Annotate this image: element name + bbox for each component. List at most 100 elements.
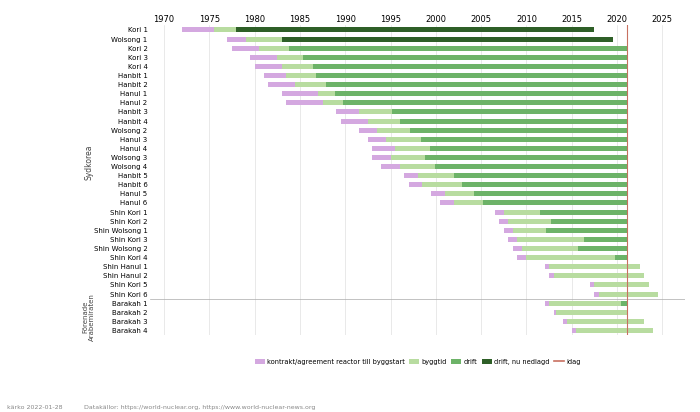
Text: Förenade
Arabemiraten: Förenade Arabemiraten (83, 293, 95, 341)
Bar (554, 273, 644, 279)
Bar (421, 137, 626, 142)
Bar (599, 292, 658, 297)
Bar (499, 219, 508, 224)
Bar (400, 119, 626, 124)
Bar (323, 100, 344, 105)
Bar (277, 55, 302, 60)
Bar (594, 282, 649, 288)
Bar (316, 73, 626, 78)
Bar (517, 255, 526, 260)
Bar (282, 37, 613, 42)
Bar (504, 228, 513, 233)
Bar (454, 173, 626, 178)
Bar (508, 219, 551, 224)
Bar (522, 246, 578, 251)
Bar (554, 310, 556, 315)
Bar (368, 119, 400, 124)
Bar (431, 191, 445, 197)
Bar (250, 55, 277, 60)
Bar (282, 64, 313, 69)
Bar (549, 264, 640, 269)
Bar (454, 201, 483, 206)
Bar (268, 82, 295, 87)
Text: kärko 2022-01-28: kärko 2022-01-28 (7, 405, 62, 410)
Bar (341, 119, 368, 124)
Bar (572, 328, 576, 333)
Bar (302, 55, 626, 60)
Bar (391, 155, 425, 160)
Bar (504, 210, 540, 215)
Bar (214, 28, 237, 33)
Bar (584, 237, 626, 242)
Bar (286, 100, 323, 105)
Bar (549, 273, 554, 279)
Bar (513, 228, 547, 233)
Bar (368, 137, 386, 142)
Bar (336, 110, 359, 115)
Bar (547, 228, 626, 233)
Bar (392, 110, 626, 115)
Bar (286, 73, 316, 78)
Bar (590, 282, 594, 288)
Bar (264, 73, 286, 78)
Bar (372, 155, 391, 160)
Bar (422, 182, 462, 187)
Bar (259, 46, 289, 51)
Bar (526, 255, 615, 260)
Bar (409, 182, 422, 187)
Bar (556, 310, 626, 315)
Bar (594, 292, 599, 297)
Bar (576, 328, 653, 333)
Bar (440, 201, 454, 206)
Bar (545, 301, 549, 306)
Bar (540, 210, 626, 215)
Bar (182, 28, 214, 33)
Bar (344, 100, 626, 105)
Bar (313, 64, 626, 69)
Bar (335, 91, 626, 96)
Bar (246, 37, 282, 42)
Bar (462, 182, 626, 187)
Bar (483, 201, 626, 206)
Bar (400, 164, 435, 169)
Bar (289, 46, 626, 51)
Text: Sydkorea: Sydkorea (85, 144, 93, 180)
Bar (495, 210, 504, 215)
Bar (237, 28, 594, 33)
Bar (410, 128, 626, 133)
Bar (517, 237, 584, 242)
Bar (430, 146, 626, 151)
Bar (621, 301, 626, 306)
Bar (508, 237, 517, 242)
Bar (549, 301, 621, 306)
Bar (425, 155, 626, 160)
Bar (382, 164, 400, 169)
Bar (228, 37, 246, 42)
Bar (418, 173, 454, 178)
Bar (445, 191, 474, 197)
Bar (318, 91, 335, 96)
Text: Datakällor: https://world-nuclear.org, https://www.world-nuclear-news.org: Datakällor: https://world-nuclear.org, h… (84, 405, 316, 410)
Bar (567, 319, 644, 324)
Bar (615, 255, 626, 260)
Bar (474, 191, 626, 197)
Bar (326, 82, 626, 87)
Bar (513, 246, 522, 251)
Legend: kontrakt/agreement reactor till byggstart, byggtid, drift, drift, nu nedlagd, id: kontrakt/agreement reactor till byggstar… (252, 356, 584, 367)
Bar (563, 319, 567, 324)
Bar (232, 46, 259, 51)
Bar (386, 137, 421, 142)
Bar (377, 128, 410, 133)
Bar (372, 146, 395, 151)
Bar (395, 146, 430, 151)
Bar (255, 64, 282, 69)
Bar (282, 91, 318, 96)
Bar (359, 128, 377, 133)
Bar (578, 246, 626, 251)
Bar (545, 264, 549, 269)
Bar (435, 164, 626, 169)
Bar (551, 219, 626, 224)
Bar (404, 173, 418, 178)
Bar (295, 82, 326, 87)
Bar (359, 110, 392, 115)
